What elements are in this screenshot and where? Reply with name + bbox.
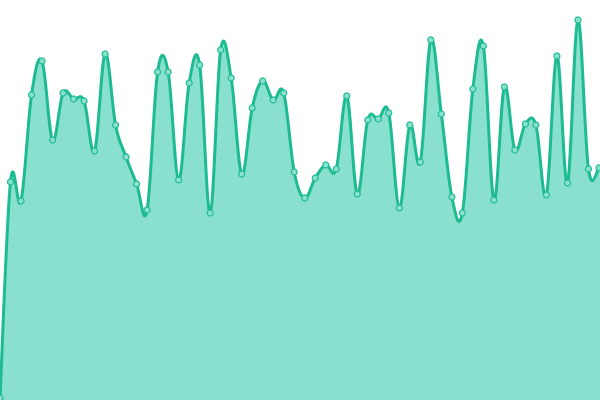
data-point-35 [364,116,372,124]
data-point-32 [332,165,340,173]
data-point-5 [48,136,57,144]
data-point-10 [101,50,109,58]
data-point-0 [0,394,4,400]
data-point-37 [385,109,393,117]
data-point-17 [175,176,183,184]
data-point-46 [479,42,487,50]
data-points [0,16,600,400]
data-point-13 [133,180,141,188]
data-point-41 [427,36,435,44]
data-point-38 [395,204,403,212]
data-point-42 [437,110,445,118]
data-point-21 [217,46,225,54]
data-point-15 [154,68,162,76]
data-point-8 [80,97,88,105]
data-point-31 [322,161,330,169]
data-point-40 [416,158,424,166]
data-point-14 [143,206,151,214]
data-point-11 [111,121,120,129]
data-point-16 [164,68,172,76]
data-point-19 [196,61,204,69]
data-point-27 [280,89,288,97]
data-point-53 [553,52,561,60]
data-point-22 [227,74,235,82]
data-point-29 [301,194,309,202]
data-point-47 [490,196,498,204]
data-point-44 [458,209,466,217]
data-point-54 [563,179,572,187]
data-point-7 [69,95,78,103]
data-point-34 [353,190,361,198]
data-point-4 [38,57,46,65]
data-point-48 [500,83,508,91]
data-point-2 [17,197,25,205]
data-point-56 [584,165,593,173]
data-point-50 [521,120,529,128]
data-point-24 [248,104,256,112]
data-point-1 [6,178,15,186]
data-point-52 [542,191,551,199]
data-point-12 [122,153,130,161]
data-point-49 [511,146,519,154]
data-point-28 [290,168,298,176]
data-point-39 [406,121,414,129]
data-point-25 [259,77,267,85]
data-point-20 [206,209,214,217]
data-point-43 [448,193,456,201]
data-point-51 [532,121,540,129]
data-point-9 [90,147,99,155]
area-fill [0,19,600,400]
data-point-18 [185,79,193,87]
data-point-30 [311,174,319,182]
data-point-33 [343,92,351,100]
data-point-3 [27,91,36,99]
data-point-26 [269,96,277,104]
data-point-23 [238,170,246,178]
data-point-57 [595,164,600,172]
data-point-55 [574,16,582,24]
data-point-6 [59,89,67,97]
data-point-36 [374,115,382,123]
data-point-45 [469,85,477,93]
